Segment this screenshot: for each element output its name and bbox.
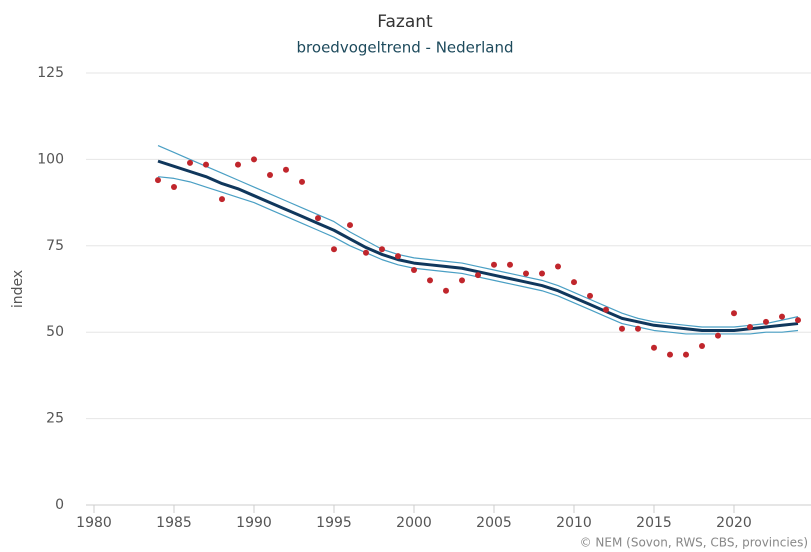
- x-tick-label: 1995: [316, 515, 352, 531]
- data-point: [203, 161, 209, 168]
- y-tick-label: 50: [46, 324, 64, 340]
- data-point: [683, 351, 689, 358]
- data-point: [699, 343, 705, 350]
- data-point: [283, 166, 289, 173]
- trend-line: [157, 145, 799, 328]
- data-point: [235, 161, 241, 168]
- data-point: [539, 270, 545, 277]
- data-point: [523, 270, 529, 277]
- data-point: [379, 246, 385, 253]
- data-point: [635, 325, 641, 332]
- data-point: [603, 306, 609, 313]
- x-tick-label: 2015: [636, 515, 672, 531]
- data-point: [555, 263, 561, 270]
- data-point: [587, 292, 593, 299]
- x-tick-label: 1980: [76, 515, 112, 531]
- data-point: [459, 277, 465, 284]
- data-point: [507, 261, 513, 268]
- data-point: [795, 317, 801, 324]
- data-point: [155, 177, 161, 184]
- data-point: [267, 171, 273, 178]
- data-point: [715, 332, 721, 339]
- y-axis-label: index: [10, 270, 26, 308]
- x-tick-label: 2000: [396, 515, 432, 531]
- data-point: [363, 249, 369, 256]
- x-tick-label: 2020: [716, 515, 752, 531]
- x-tick-label: 1990: [236, 515, 272, 531]
- data-point: [443, 287, 449, 294]
- x-tick-label: 2010: [556, 515, 592, 531]
- data-point: [571, 279, 577, 286]
- data-point: [427, 277, 433, 284]
- y-tick-label: 125: [37, 65, 64, 81]
- data-point: [779, 313, 785, 320]
- data-point: [187, 159, 193, 166]
- chart-title: Fazant: [377, 12, 433, 32]
- data-point: [731, 310, 737, 317]
- data-point: [619, 325, 625, 332]
- x-tick-label: 1985: [156, 515, 192, 531]
- data-point: [315, 215, 321, 222]
- trend-line: [157, 159, 799, 332]
- data-point: [171, 184, 177, 191]
- data-point: [491, 261, 497, 268]
- y-tick-label: 0: [55, 497, 64, 513]
- trend-line: [157, 176, 799, 335]
- data-point: [347, 222, 353, 229]
- credit: © NEM (Sovon, RWS, CBS, provincies): [580, 536, 808, 550]
- data-point: [251, 156, 257, 163]
- data-point: [219, 196, 225, 203]
- y-tick-label: 25: [46, 411, 64, 427]
- data-point: [475, 272, 481, 279]
- y-tick-label: 75: [46, 238, 64, 254]
- data-point: [299, 178, 305, 185]
- data-point: [651, 344, 657, 351]
- data-point: [763, 318, 769, 325]
- y-tick-label: 100: [37, 151, 64, 167]
- x-tick-label: 2005: [476, 515, 512, 531]
- data-point: [411, 266, 417, 273]
- data-point: [667, 351, 673, 358]
- data-point: [331, 246, 337, 253]
- data-point: [747, 324, 753, 331]
- data-point: [395, 253, 401, 260]
- chart-subtitle: broedvogeltrend - Nederland: [297, 39, 514, 57]
